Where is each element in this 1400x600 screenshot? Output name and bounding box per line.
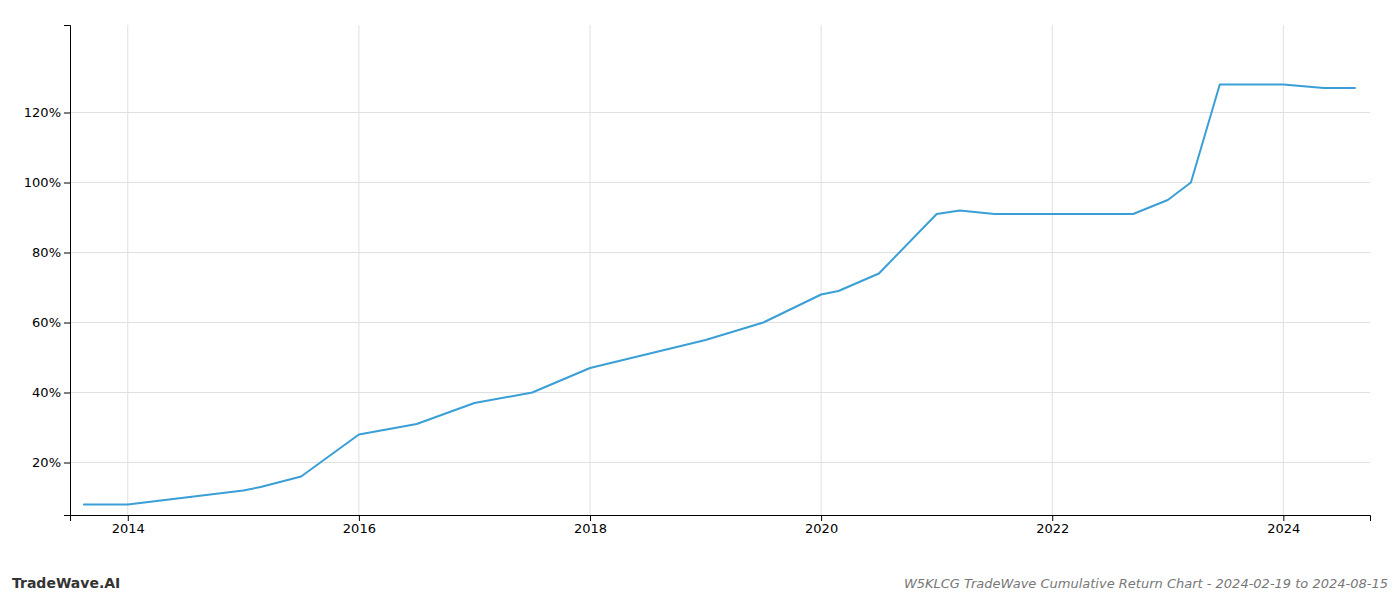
plot: 2014 2016 2018 2020 2022 2024 20% 40% 60% 80% 100%… [24,25,1371,536]
grid-line [1283,25,1284,515]
tick-label: 20% [32,455,61,470]
x-axis: 2014 2016 2018 2020 2022 2024 [71,515,1371,536]
tick-label: 2024 [1267,521,1300,536]
tick-label: 80% [32,245,61,260]
tick: 20% [32,455,70,470]
tick: 2024 [1267,515,1300,536]
grid-line [70,462,1370,463]
tick-label: 2018 [574,521,607,536]
tick: 40% [32,385,70,400]
tick-mark [64,323,70,324]
tick: 2018 [574,515,607,536]
grid-line [70,322,1370,323]
tick-mark [64,463,70,464]
tick: 2022 [1036,515,1069,536]
tick-label: 2016 [343,521,376,536]
axis-line [71,516,1371,522]
grid [70,25,1370,515]
y-axis: 20% 40% 60% 80% 100% 120% [24,26,71,516]
tick-label: 120% [24,105,61,120]
grid-line [127,25,128,515]
tick-mark [64,113,70,114]
tick: 2020 [805,515,838,536]
axis-line [64,26,71,516]
tick-mark [64,253,70,254]
grid-line [70,112,1370,113]
grid-line [590,25,591,515]
tick-mark [821,515,822,521]
title: W5KLCG TradeWave Cumulative Return Chart… [904,576,1388,591]
tick-mark [64,393,70,394]
tick-mark [1052,515,1053,521]
grid-line [70,252,1370,253]
tick-mark [64,183,70,184]
grid-line [1052,25,1053,515]
grid-line [70,182,1370,183]
grid-line [70,392,1370,393]
tick: 2014 [112,515,145,536]
chart-svg: 2014 2016 2018 2020 2022 2024 20% 40% 60% 80% 100%… [0,0,1400,600]
tick-mark [590,515,591,521]
line [84,85,1355,505]
watermark: TradeWave.AI [12,575,120,591]
tick-mark [128,515,129,521]
tick: 60% [32,315,70,330]
tick-mark [1283,515,1284,521]
marks [84,85,1355,505]
tick-mark [359,515,360,521]
tick-label: 2020 [805,521,838,536]
tick: 100% [24,175,70,190]
tick: 120% [24,105,70,120]
grid-line [821,25,822,515]
tick-label: 60% [32,315,61,330]
tick: 80% [32,245,70,260]
tick-label: 40% [32,385,61,400]
tick-label: 2014 [112,521,145,536]
tick-label: 2022 [1036,521,1069,536]
tick-label: 100% [24,175,61,190]
grid-line [358,25,359,515]
tick: 2016 [343,515,376,536]
